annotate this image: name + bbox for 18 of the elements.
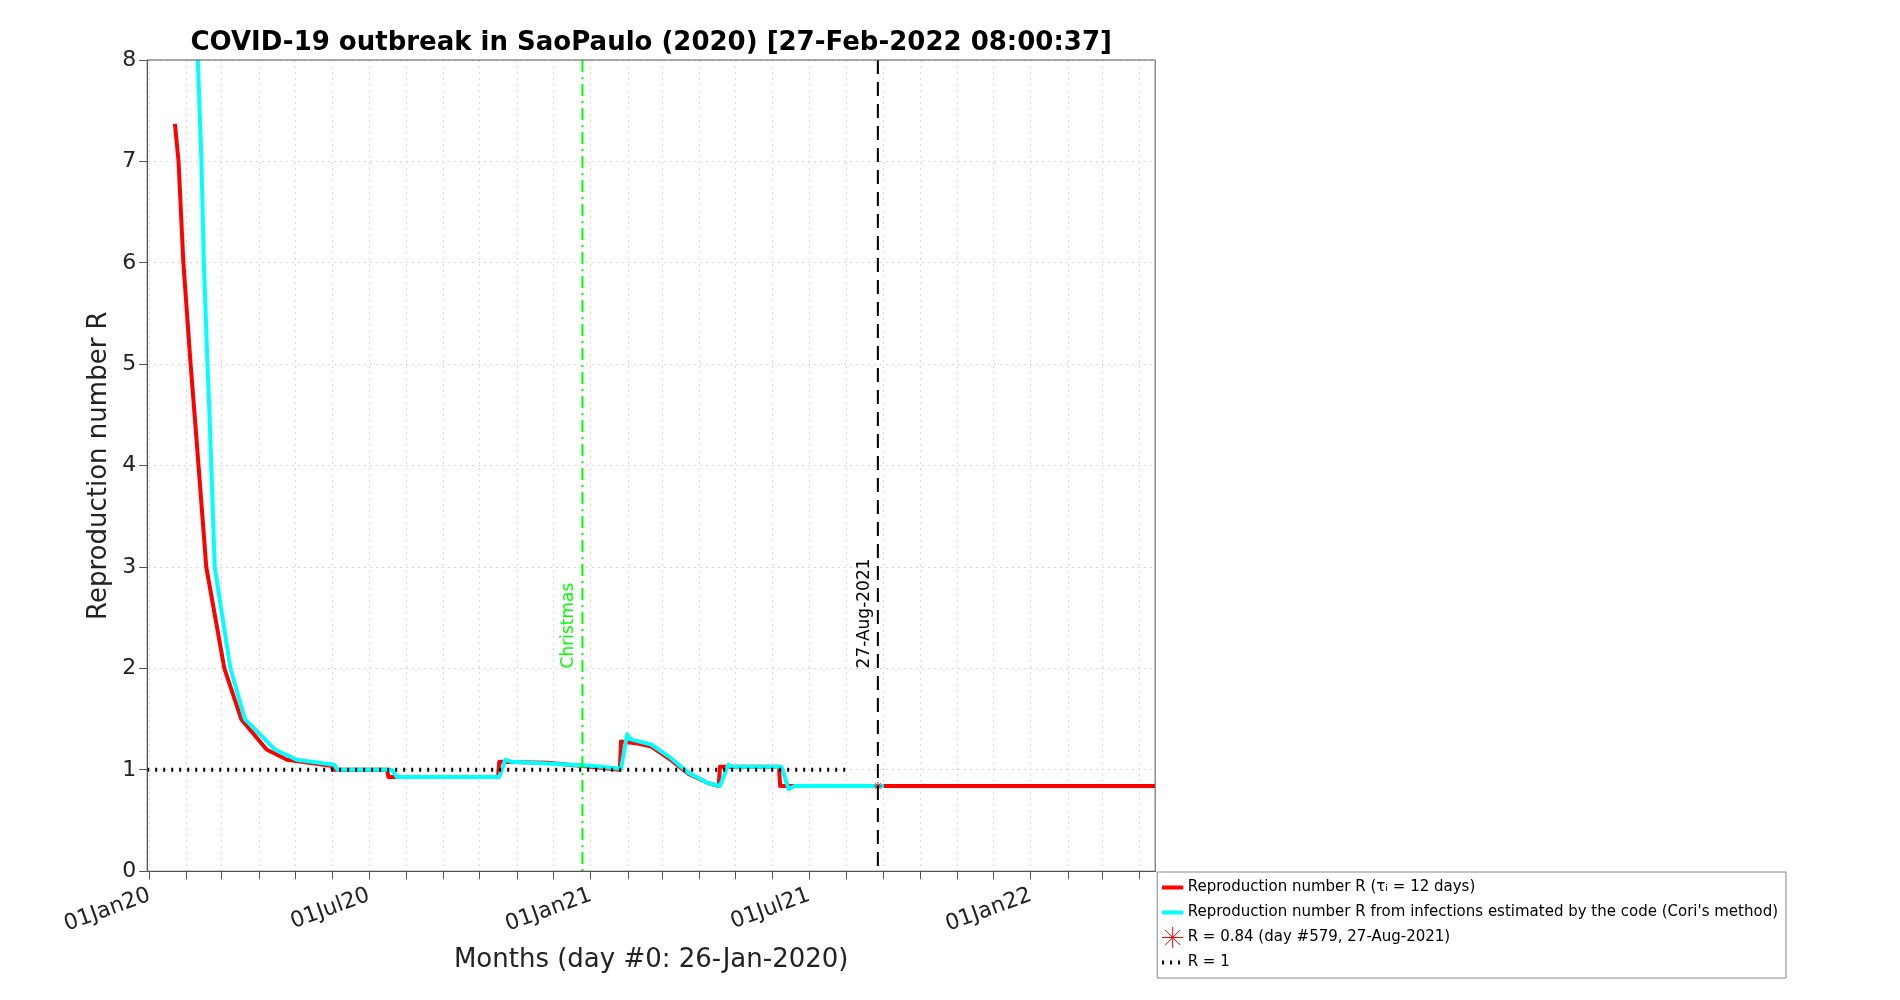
legend-label: R = 0.84 (day #579, 27-Aug-2021) <box>1187 927 1451 946</box>
legend-label: R = 1 <box>1187 952 1230 971</box>
x-axis-title: Months (day #0: 26-Jan-2020) <box>453 943 849 974</box>
chart-title: COVID-19 outbreak in SaoPaulo (2020) [27-Feb-2022 08:00:37] <box>190 25 1112 56</box>
y-axis-title: Reproduction number R <box>82 311 113 620</box>
y-tick-label: 7 <box>122 147 137 173</box>
legend-label: Reproduction number R from infections estimated by the code (Cori's method) <box>1187 902 1778 921</box>
legend-label: Reproduction number R (τᵢ = 12 days) <box>1187 877 1476 896</box>
y-tick-label: 1 <box>122 755 137 781</box>
ref-line-label: Christmas <box>557 582 578 669</box>
y-tick-label: 4 <box>122 451 137 477</box>
ref-line-label: 27-Aug-2021 <box>852 558 873 669</box>
y-tick-label: 0 <box>122 856 137 882</box>
y-tick-label: 2 <box>122 654 137 680</box>
y-tick-label: 5 <box>122 349 137 375</box>
y-tick-label: 3 <box>122 552 137 578</box>
y-tick-label: 6 <box>122 248 137 274</box>
y-tick-label: 8 <box>122 45 137 71</box>
